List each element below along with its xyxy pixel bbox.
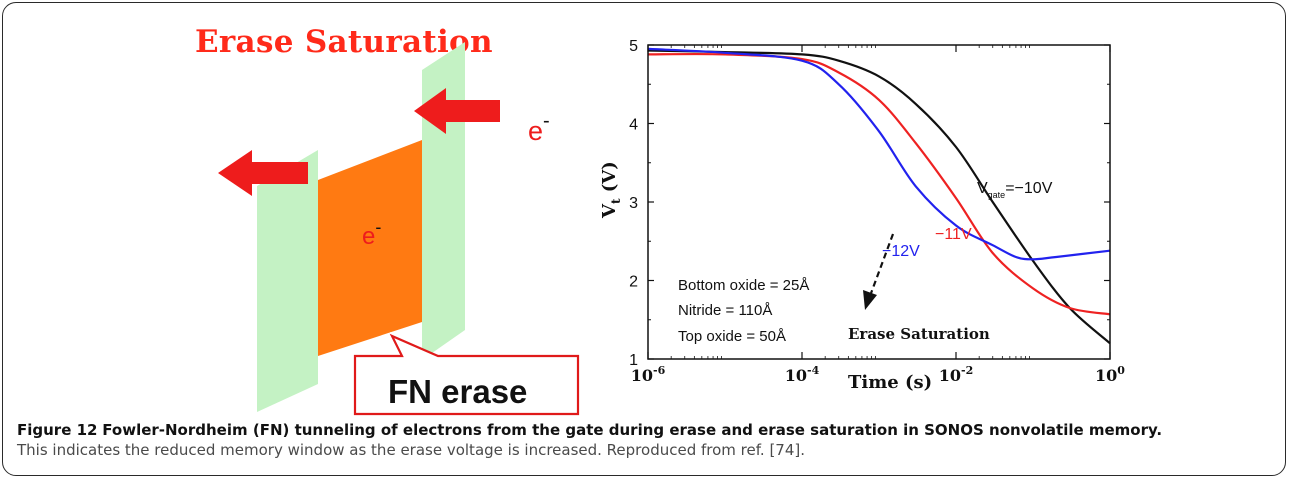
y-axis-label: Vt (V) [599, 161, 623, 219]
figure-caption: Figure 12 Fowler-Nordheim (FN) tunneling… [17, 420, 1267, 460]
param-line-1: Bottom oxide = 25Å [678, 277, 809, 294]
vt-chart-svg: 1 2 3 4 5 10-6 10-4 10-2 100 Time (s) Vt (V) Vga… [599, 38, 1125, 393]
y-tick-label: 2 [629, 274, 638, 291]
electron-arrow-left [218, 150, 308, 196]
saturation-label: Erase Saturation [848, 325, 990, 343]
top-oxide-plate [422, 42, 465, 360]
caption-label: Figure 12 [17, 421, 98, 439]
x-tick-label: 10-2 [939, 364, 974, 385]
vgate-label: Vgate=−10V [977, 180, 1053, 200]
figure-frame [2, 2, 1286, 476]
erase-diagram: Erase Saturation e- e- FN erase [190, 22, 610, 422]
v11-label: −11V [935, 226, 972, 243]
y-tick-label: 3 [629, 195, 638, 212]
v12-label: −12V [882, 243, 920, 260]
x-tick-label: 10-6 [631, 364, 666, 385]
y-tick-label: 5 [629, 38, 638, 55]
nitride-trap-layer [318, 140, 422, 356]
diagram-title: Erase Saturation [195, 24, 493, 60]
erase-diagram-svg: e- e- FN erase [218, 42, 580, 416]
param-line-3: Top oxide = 50Å [678, 328, 786, 345]
y-tick-label: 4 [629, 117, 638, 134]
x-tick-label: 100 [1095, 364, 1125, 385]
y-tick-label: 1 [629, 352, 638, 369]
callout-text: FN erase [388, 373, 527, 410]
x-tick-label: 10-4 [785, 364, 820, 385]
electron-label-top: e- [528, 110, 550, 146]
saturation-arrow [863, 233, 895, 310]
electron-arrow-top [414, 88, 500, 134]
series-line-0 [647, 49, 1111, 345]
x-axis-label: Time (s) [848, 372, 932, 393]
bottom-oxide-plate [257, 150, 318, 412]
caption-body: This indicates the reduced memory window… [17, 441, 806, 459]
fn-erase-callout: FN erase [353, 332, 580, 416]
caption-title: Fowler-Nordheim (FN) tunneling of electr… [102, 421, 1163, 439]
vt-chart: 1 2 3 4 5 10-6 10-4 10-2 100 Time (s) Vt (V) Vga… [580, 28, 1132, 394]
series-line-2 [647, 47, 1111, 261]
param-line-2: Nitride = 110Å [678, 302, 772, 319]
electron-label-mid: e- [362, 217, 381, 250]
